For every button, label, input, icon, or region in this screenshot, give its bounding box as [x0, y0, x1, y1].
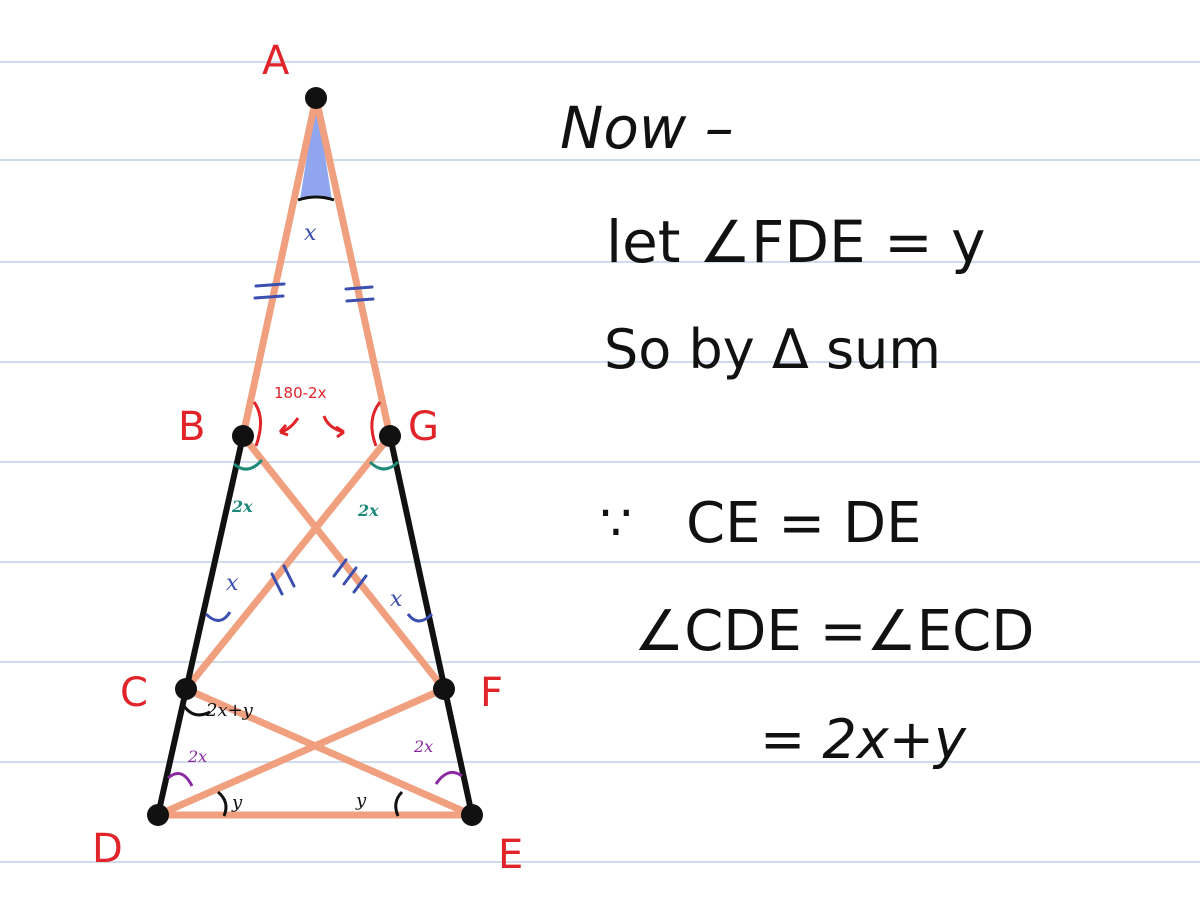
c-angle-arc	[182, 705, 211, 717]
g-exterior-arc	[370, 401, 382, 447]
edge-fd	[154, 685, 448, 819]
label-b: B	[178, 404, 205, 450]
apex-angle-label: x	[304, 221, 317, 246]
vertex-d	[147, 804, 169, 826]
d-lower-arc	[216, 790, 228, 817]
b-exterior-label: 180-2x	[274, 384, 327, 402]
d-lower-label: y	[231, 792, 243, 813]
vertex-g	[379, 425, 401, 447]
b-exterior-arc	[252, 401, 262, 447]
label-e: E	[498, 832, 523, 878]
equal-ticks	[253, 282, 375, 596]
notes: Now – let ∠FDE = y So by Δ sum ∵ CE = DE…	[560, 94, 1034, 771]
label-g: G	[408, 404, 439, 450]
b-lower-label: 2x	[231, 497, 253, 516]
label-a: A	[262, 38, 290, 84]
note-result: = 2x+y	[760, 708, 967, 771]
edge-bd	[155, 433, 246, 818]
edge-ab	[239, 94, 320, 440]
ruled-lines	[0, 61, 1200, 863]
edge-gc	[182, 432, 394, 693]
label-d: D	[92, 826, 123, 872]
vertex-e	[461, 804, 483, 826]
apex-angle-arc	[297, 195, 335, 202]
c-angle-label: 2x+y	[205, 700, 254, 721]
edge-ag	[312, 94, 394, 440]
e-upper-arc	[434, 770, 463, 785]
g-lower-label: 2x	[357, 501, 379, 520]
e-lower-label: y	[355, 790, 367, 811]
triangle-figure: A B G C F D E x 180-2x 2x 2x x x 2x+y 2x…	[92, 38, 523, 878]
c-lower-label: x	[226, 571, 239, 596]
e-upper-label: 2x	[413, 737, 433, 756]
note-triangle-sum: So by Δ sum	[604, 318, 941, 381]
note-because-symbol: ∵	[600, 494, 632, 552]
vertex-c	[175, 678, 197, 700]
d-upper-arc	[167, 772, 194, 787]
g-lower-arc	[368, 460, 400, 471]
note-angle-equality: ∠CDE =∠ECD	[634, 599, 1034, 664]
vertex-f	[433, 678, 455, 700]
note-now: Now –	[560, 94, 734, 162]
label-f: F	[480, 670, 503, 716]
f-lower-label: x	[390, 587, 403, 612]
b-lower-arc	[233, 458, 264, 471]
e-lower-arc	[394, 790, 404, 817]
b-arrow	[278, 417, 300, 437]
note-ce-de: CE = DE	[686, 491, 922, 556]
edge-ge	[387, 433, 475, 818]
edge-ce	[182, 685, 476, 819]
f-lower-arc	[406, 612, 434, 623]
c-lower-arc	[204, 611, 232, 622]
g-arrow	[322, 415, 345, 439]
apex-angle-fill	[300, 98, 332, 200]
note-let-angle: let ∠FDE = y	[606, 208, 985, 276]
vertex-a	[305, 87, 327, 109]
vertex-b	[232, 425, 254, 447]
label-c: C	[120, 670, 148, 716]
d-upper-label: 2x	[187, 747, 207, 766]
